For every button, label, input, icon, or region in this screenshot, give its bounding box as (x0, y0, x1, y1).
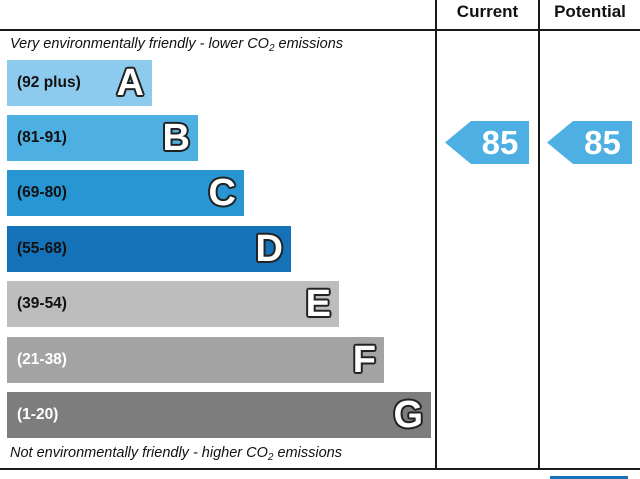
band-letter: F (352, 339, 376, 381)
band-range-label: (92 plus) (17, 74, 81, 91)
band-g: (1-20) G (7, 392, 431, 438)
band-range-label: (21-38) (17, 351, 67, 368)
band-range-label: (69-80) (17, 184, 67, 201)
current-right-border (538, 0, 540, 470)
bottom-note: Not environmentally friendly - higher CO… (10, 445, 342, 463)
band-range-label: (39-54) (17, 295, 67, 312)
potential-rating-value: 85 (584, 124, 621, 161)
band-range-label: (81-91) (17, 129, 67, 146)
band-letter: E (305, 283, 331, 325)
band-f: (21-38) F (7, 337, 384, 383)
band-a: (92 plus) A (7, 60, 152, 106)
band-b: (81-91) B (7, 115, 198, 161)
band-letter: B (162, 117, 190, 159)
chart-right-border (435, 0, 437, 470)
potential-rating-arrow: 85 (547, 121, 632, 164)
potential-column-header: Potential (554, 2, 626, 21)
header-divider (0, 29, 640, 31)
band-letter: C (208, 172, 236, 214)
band-range-label: (1-20) (17, 406, 59, 423)
current-rating-value: 85 (481, 124, 519, 161)
band-c: (69-80) C (7, 170, 244, 216)
top-note: Very environmentally friendly - lower CO… (10, 36, 344, 54)
bottom-accent (550, 476, 628, 479)
bottom-border (0, 468, 640, 470)
band-letter: A (116, 62, 144, 104)
current-rating-arrow: 85 (445, 121, 529, 164)
band-letter: G (393, 394, 423, 436)
current-column-header: Current (456, 2, 519, 21)
band-d: (55-68) D (7, 226, 291, 272)
band-e: (39-54) E (7, 281, 339, 327)
band-range-label: (55-68) (17, 240, 67, 257)
band-letter: D (255, 228, 283, 270)
